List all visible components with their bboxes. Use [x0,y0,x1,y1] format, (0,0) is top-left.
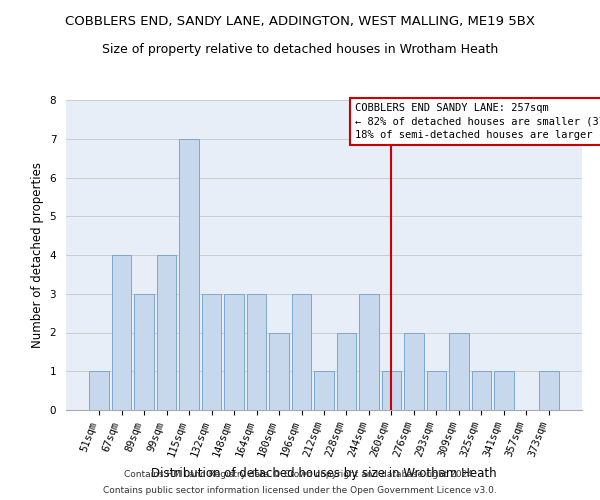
Bar [539,371,559,410]
Bar [359,294,379,410]
Bar [472,371,491,410]
Bar [157,255,176,410]
Text: Contains HM Land Registry data © Crown copyright and database right 2024.: Contains HM Land Registry data © Crown c… [124,470,476,479]
X-axis label: Distribution of detached houses by size in Wrotham Heath: Distribution of detached houses by size … [151,466,497,479]
Bar [427,371,446,410]
Text: Contains public sector information licensed under the Open Government Licence v3: Contains public sector information licen… [103,486,497,495]
Bar [404,332,424,410]
Text: Size of property relative to detached houses in Wrotham Heath: Size of property relative to detached ho… [102,42,498,56]
Bar [247,294,266,410]
Bar [494,371,514,410]
Y-axis label: Number of detached properties: Number of detached properties [31,162,44,348]
Bar [269,332,289,410]
Bar [202,294,221,410]
Bar [449,332,469,410]
Bar [314,371,334,410]
Bar [179,138,199,410]
Text: COBBLERS END SANDY LANE: 257sqm
← 82% of detached houses are smaller (37)
18% of: COBBLERS END SANDY LANE: 257sqm ← 82% of… [355,103,600,140]
Bar [89,371,109,410]
Bar [292,294,311,410]
Bar [112,255,131,410]
Bar [224,294,244,410]
Bar [134,294,154,410]
Bar [382,371,401,410]
Text: COBBLERS END, SANDY LANE, ADDINGTON, WEST MALLING, ME19 5BX: COBBLERS END, SANDY LANE, ADDINGTON, WES… [65,15,535,28]
Bar [337,332,356,410]
